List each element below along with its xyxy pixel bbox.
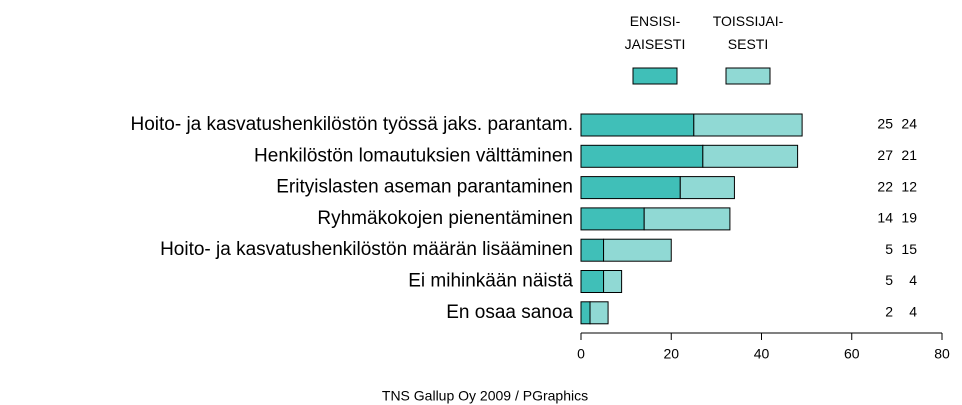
value-label: 12 bbox=[901, 178, 917, 194]
bar bbox=[693, 113, 803, 137]
category-label: Erityislasten aseman parantaminen bbox=[276, 177, 573, 198]
x-tick-label: 60 bbox=[844, 346, 860, 362]
value-label: 22 bbox=[877, 178, 893, 194]
legend-swatch bbox=[725, 67, 771, 85]
value-label: 25 bbox=[877, 116, 893, 132]
bar bbox=[679, 176, 735, 200]
x-tick-label: 80 bbox=[934, 346, 950, 362]
value-label: 2 bbox=[885, 304, 893, 320]
bar bbox=[589, 301, 609, 325]
bar bbox=[603, 238, 672, 262]
value-label: 15 bbox=[901, 241, 917, 257]
legend-label: TOISSIJAI- SESTI bbox=[712, 13, 784, 52]
x-tick-label: 20 bbox=[663, 346, 679, 362]
bar bbox=[603, 270, 623, 293]
bar bbox=[580, 144, 704, 168]
value-label: 27 bbox=[877, 147, 893, 163]
legend-swatch bbox=[632, 67, 678, 85]
value-label: 4 bbox=[909, 272, 917, 288]
source: TNS Gallup Oy 2009 / PGraphics bbox=[382, 388, 588, 404]
value-label: 21 bbox=[901, 147, 917, 163]
bar bbox=[580, 301, 591, 325]
value-label: 14 bbox=[877, 210, 893, 226]
x-tick-label: 0 bbox=[577, 346, 585, 362]
bar bbox=[643, 207, 731, 231]
x-tick-label: 40 bbox=[754, 346, 770, 362]
category-label: Ei mihinkään näistä bbox=[408, 271, 573, 292]
bar bbox=[702, 144, 799, 168]
value-label: 5 bbox=[885, 272, 893, 288]
bar bbox=[580, 270, 605, 293]
bar bbox=[580, 207, 645, 231]
value-label: 19 bbox=[901, 210, 917, 226]
value-label: 5 bbox=[885, 241, 893, 257]
category-label: Hoito- ja kasvatushenkilöstön määrän lis… bbox=[160, 239, 573, 260]
bar bbox=[580, 176, 681, 200]
value-label: 24 bbox=[901, 116, 917, 132]
category-label: En osaa sanoa bbox=[446, 302, 573, 323]
category-label: Ryhmäkokojen pienentäminen bbox=[317, 208, 573, 229]
value-label: 4 bbox=[909, 304, 917, 320]
category-label: Henkilöstön lomautuksien välttäminen bbox=[254, 145, 573, 166]
legend-label: ENSISI- JAISESTI bbox=[624, 13, 686, 52]
bar bbox=[580, 113, 695, 137]
category-label: Hoito- ja kasvatushenkilöstön työssä jak… bbox=[131, 114, 574, 135]
bar bbox=[580, 238, 605, 262]
